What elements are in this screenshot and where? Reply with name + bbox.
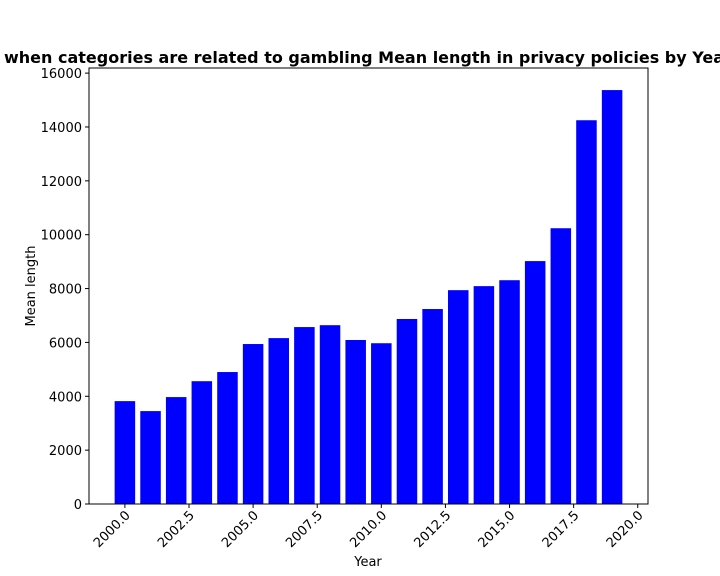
bar — [165, 397, 187, 504]
bar — [550, 228, 572, 504]
bar — [140, 411, 161, 504]
bar — [601, 90, 623, 504]
x-tick-label: 2020.0 — [604, 508, 647, 551]
bar — [114, 401, 136, 504]
y-tick-label: 12000 — [41, 175, 82, 190]
bar — [371, 343, 392, 504]
bar — [422, 309, 443, 504]
bar — [191, 381, 213, 504]
y-tick-label: 16000 — [41, 67, 82, 82]
x-tick-label: 2002.5 — [155, 508, 198, 551]
x-tick-label: 2010.0 — [347, 508, 390, 551]
bar — [242, 344, 264, 504]
bar — [473, 286, 495, 504]
bar — [319, 325, 341, 504]
y-tick-label: 2000 — [49, 444, 82, 459]
bar — [524, 261, 546, 504]
bar — [396, 318, 418, 504]
y-tick-label: 14000 — [41, 121, 82, 136]
chart-title: when categories are related to gambling … — [4, 48, 720, 67]
x-tick-label: 2017.5 — [540, 508, 583, 551]
y-tick-label: 8000 — [49, 283, 82, 298]
y-axis-label: Mean length — [24, 246, 39, 327]
bar — [217, 372, 238, 504]
x-tick-label: 2000.0 — [91, 508, 134, 551]
bar — [576, 120, 597, 504]
axes-frame — [88, 67, 649, 505]
y-tick-label: 10000 — [41, 229, 82, 244]
x-tick-label: 2015.0 — [476, 508, 519, 551]
x-tick-label: 2012.5 — [411, 508, 454, 551]
y-tick-label: 4000 — [49, 390, 82, 405]
x-tick-label: 2005.0 — [219, 508, 262, 551]
bar — [294, 327, 315, 504]
x-tick-label: 2007.5 — [283, 508, 326, 551]
bar — [499, 280, 520, 504]
y-tick-label: 0 — [74, 498, 82, 513]
x-axis-label: Year — [353, 555, 382, 570]
y-tick-label: 6000 — [49, 336, 82, 351]
bar — [447, 290, 469, 504]
bar — [345, 339, 366, 504]
bar — [268, 338, 290, 504]
